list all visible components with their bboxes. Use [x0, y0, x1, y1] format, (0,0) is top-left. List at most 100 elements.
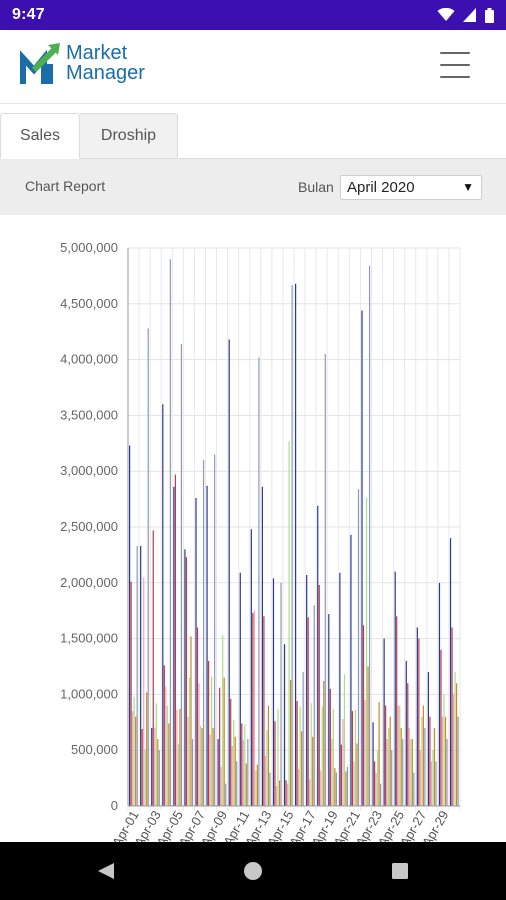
- bar[interactable]: [340, 744, 342, 806]
- bar[interactable]: [324, 354, 326, 806]
- bar[interactable]: [429, 716, 431, 806]
- bar[interactable]: [267, 705, 270, 806]
- market-manager-logo[interactable]: Market Manager: [20, 40, 145, 86]
- bar[interactable]: [329, 688, 331, 806]
- bar[interactable]: [283, 644, 286, 806]
- bar[interactable]: [280, 582, 282, 806]
- bar[interactable]: [239, 572, 241, 806]
- bar[interactable]: [421, 716, 423, 806]
- bar[interactable]: [163, 665, 165, 806]
- bar[interactable]: [397, 705, 399, 806]
- bar[interactable]: [444, 716, 447, 806]
- bar[interactable]: [191, 739, 194, 806]
- bar[interactable]: [291, 284, 293, 806]
- bar[interactable]: [214, 454, 216, 806]
- bar[interactable]: [317, 505, 319, 806]
- bar[interactable]: [129, 445, 131, 806]
- bar[interactable]: [211, 676, 213, 806]
- bar[interactable]: [446, 739, 448, 806]
- bar[interactable]: [241, 723, 243, 806]
- recents-icon[interactable]: [392, 863, 408, 879]
- bar[interactable]: [244, 724, 246, 806]
- bar[interactable]: [321, 706, 323, 806]
- bar[interactable]: [388, 727, 390, 806]
- bar[interactable]: [173, 486, 175, 806]
- back-icon[interactable]: [98, 863, 114, 879]
- bar[interactable]: [441, 716, 444, 806]
- bar[interactable]: [165, 686, 167, 806]
- bar[interactable]: [368, 265, 371, 806]
- bar[interactable]: [264, 755, 267, 806]
- home-icon[interactable]: [244, 862, 262, 880]
- bar[interactable]: [342, 718, 344, 806]
- bar[interactable]: [454, 672, 456, 806]
- bar[interactable]: [394, 571, 396, 806]
- bar[interactable]: [174, 474, 176, 806]
- bar[interactable]: [250, 529, 252, 806]
- bar[interactable]: [151, 727, 153, 806]
- bar[interactable]: [247, 739, 249, 806]
- bar[interactable]: [255, 770, 257, 806]
- bar[interactable]: [372, 722, 374, 806]
- bar[interactable]: [361, 310, 363, 807]
- bar[interactable]: [351, 711, 354, 806]
- bar[interactable]: [335, 772, 337, 806]
- bar[interactable]: [266, 730, 268, 806]
- bar[interactable]: [209, 734, 211, 806]
- bar[interactable]: [198, 683, 200, 806]
- bar[interactable]: [199, 725, 202, 806]
- bar[interactable]: [220, 766, 222, 806]
- bar[interactable]: [154, 727, 156, 806]
- bar[interactable]: [242, 740, 244, 806]
- bar[interactable]: [424, 727, 426, 806]
- bar[interactable]: [367, 666, 369, 807]
- tab-sales[interactable]: Sales: [0, 113, 80, 159]
- bar[interactable]: [410, 739, 412, 806]
- bar[interactable]: [440, 649, 442, 806]
- bar[interactable]: [155, 703, 157, 806]
- bar[interactable]: [231, 745, 233, 806]
- bar[interactable]: [396, 616, 398, 806]
- bar[interactable]: [269, 772, 271, 806]
- bar[interactable]: [402, 739, 404, 806]
- bar[interactable]: [143, 577, 145, 806]
- bar[interactable]: [408, 727, 410, 806]
- bar[interactable]: [236, 761, 238, 806]
- bar[interactable]: [302, 672, 304, 806]
- bar[interactable]: [318, 585, 320, 806]
- bar[interactable]: [313, 605, 315, 806]
- tab-droship[interactable]: Droship: [80, 113, 178, 159]
- bar[interactable]: [296, 701, 298, 806]
- bar[interactable]: [455, 683, 458, 806]
- bar[interactable]: [179, 708, 181, 806]
- bar[interactable]: [202, 460, 205, 806]
- bar[interactable]: [405, 660, 407, 806]
- bar[interactable]: [176, 710, 178, 806]
- bar[interactable]: [144, 749, 146, 806]
- bar[interactable]: [443, 694, 445, 806]
- bar[interactable]: [435, 761, 437, 806]
- bar[interactable]: [400, 727, 402, 806]
- bar[interactable]: [413, 772, 415, 806]
- bar[interactable]: [385, 705, 387, 806]
- bar[interactable]: [332, 708, 334, 806]
- bar[interactable]: [306, 574, 308, 806]
- bar[interactable]: [187, 716, 189, 806]
- bar[interactable]: [132, 711, 134, 806]
- bar[interactable]: [301, 731, 303, 806]
- bar[interactable]: [299, 706, 301, 806]
- menu-icon[interactable]: [440, 52, 470, 78]
- bar[interactable]: [233, 720, 235, 806]
- bar[interactable]: [399, 705, 401, 806]
- bar[interactable]: [343, 674, 346, 806]
- bar[interactable]: [133, 696, 135, 806]
- bar[interactable]: [185, 557, 188, 806]
- bar[interactable]: [157, 739, 159, 806]
- bar[interactable]: [419, 750, 421, 806]
- bar[interactable]: [312, 736, 314, 806]
- bar[interactable]: [449, 538, 452, 806]
- bar[interactable]: [180, 343, 183, 806]
- bar[interactable]: [140, 545, 142, 806]
- bar[interactable]: [309, 779, 311, 806]
- bar[interactable]: [256, 764, 258, 806]
